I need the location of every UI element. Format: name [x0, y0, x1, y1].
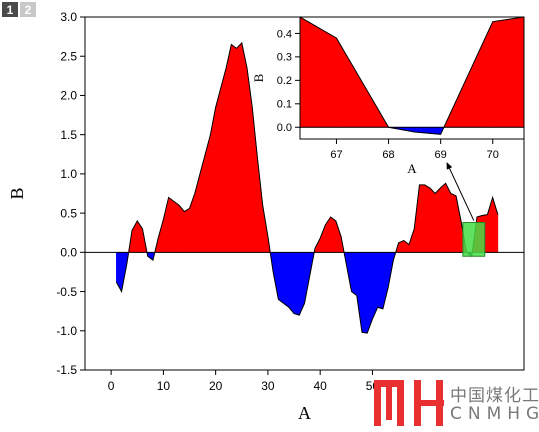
- x-tick-label: 67: [330, 149, 342, 161]
- zoom-arrow: [446, 162, 475, 221]
- area-segment-negative: [377, 252, 384, 310]
- y-axis-label: B: [7, 187, 27, 199]
- y-tick-label: 0.2: [277, 75, 292, 87]
- y-tick-label: 0.3: [277, 52, 292, 64]
- y-axis-label: B: [251, 73, 266, 82]
- area-segment-positive: [450, 193, 457, 253]
- y-tick-label: 0.4: [277, 28, 292, 40]
- area-segment-positive: [178, 204, 185, 253]
- x-tick-label: 0: [108, 379, 115, 393]
- area-segment-positive: [445, 183, 452, 253]
- y-tick-label: -0.5: [56, 285, 77, 299]
- x-tick-label: 70: [487, 149, 499, 161]
- area-segment-negative: [293, 252, 300, 316]
- watermark: 中国煤化工 CNMHG: [372, 378, 539, 430]
- watermark-logo: [374, 380, 444, 426]
- data-line: [300, 17, 524, 135]
- area-segment-negative: [361, 252, 368, 334]
- y-tick-label: 3.0: [60, 10, 77, 24]
- area-segment-positive: [225, 44, 232, 253]
- x-tick-label: 30: [261, 379, 275, 393]
- x-axis-label: A: [407, 161, 417, 176]
- x-tick-label: 68: [382, 149, 394, 161]
- area-segment-positive: [231, 43, 237, 253]
- area-segment-negative: [351, 252, 358, 297]
- x-tick-label: 20: [209, 379, 223, 393]
- x-axis-label: A: [298, 403, 311, 423]
- x-tick-label: 40: [313, 379, 327, 393]
- area-segment-positive: [330, 216, 337, 253]
- area-segment-positive: [220, 67, 227, 253]
- area-segment-negative: [278, 252, 284, 304]
- area-segment-negative: [283, 252, 290, 308]
- area-segment-positive: [419, 184, 426, 253]
- watermark-chinese-text: 中国煤化工: [450, 386, 539, 406]
- y-tick-label: 0.1: [277, 99, 292, 111]
- y-tick-label: 1.0: [60, 167, 77, 181]
- zoom-connector: [446, 162, 475, 221]
- area-segment-positive: [183, 207, 190, 253]
- layer-tabs: 1 2: [2, 2, 36, 17]
- layer-tab-2[interactable]: 2: [20, 2, 36, 17]
- area-segment-positive: [173, 200, 180, 253]
- x-tick-label: 69: [435, 149, 447, 161]
- y-tick-label: -1.0: [56, 324, 77, 338]
- y-tick-label: 0.0: [60, 246, 77, 260]
- area-segment-positive: [215, 87, 222, 253]
- y-tick-label: 0.0: [277, 122, 292, 134]
- area-segment-positive: [429, 187, 436, 253]
- area-segment-negative: [288, 252, 295, 315]
- area-segment-positive: [424, 184, 431, 253]
- y-tick-label: -1.5: [56, 363, 77, 377]
- data-line: [115, 41, 499, 334]
- watermark-english-text: CNMHG: [450, 404, 539, 424]
- area-segment-positive: [168, 196, 175, 253]
- y-tick-label: 0.5: [60, 206, 77, 220]
- y-tick-label: 1.5: [60, 128, 77, 142]
- plot-frame: [299, 16, 525, 140]
- layer-tab-1[interactable]: 1: [2, 2, 18, 17]
- area-series: [300, 17, 524, 135]
- zoom-highlight-box: [462, 222, 486, 257]
- area-segment-positive: [434, 187, 441, 253]
- y-tick-label: 2.0: [60, 89, 77, 103]
- x-tick-label: 10: [157, 379, 171, 393]
- area-segment-positive: [241, 42, 248, 253]
- area-segment-positive: [236, 42, 243, 253]
- y-tick-label: 2.5: [60, 49, 77, 63]
- area-segment-positive: [492, 17, 524, 128]
- inset-plot[interactable]: 67 68 69 70 0.0 0.1 0.2 0.3 0.4 A B: [251, 16, 525, 176]
- area-segment-positive: [440, 182, 446, 253]
